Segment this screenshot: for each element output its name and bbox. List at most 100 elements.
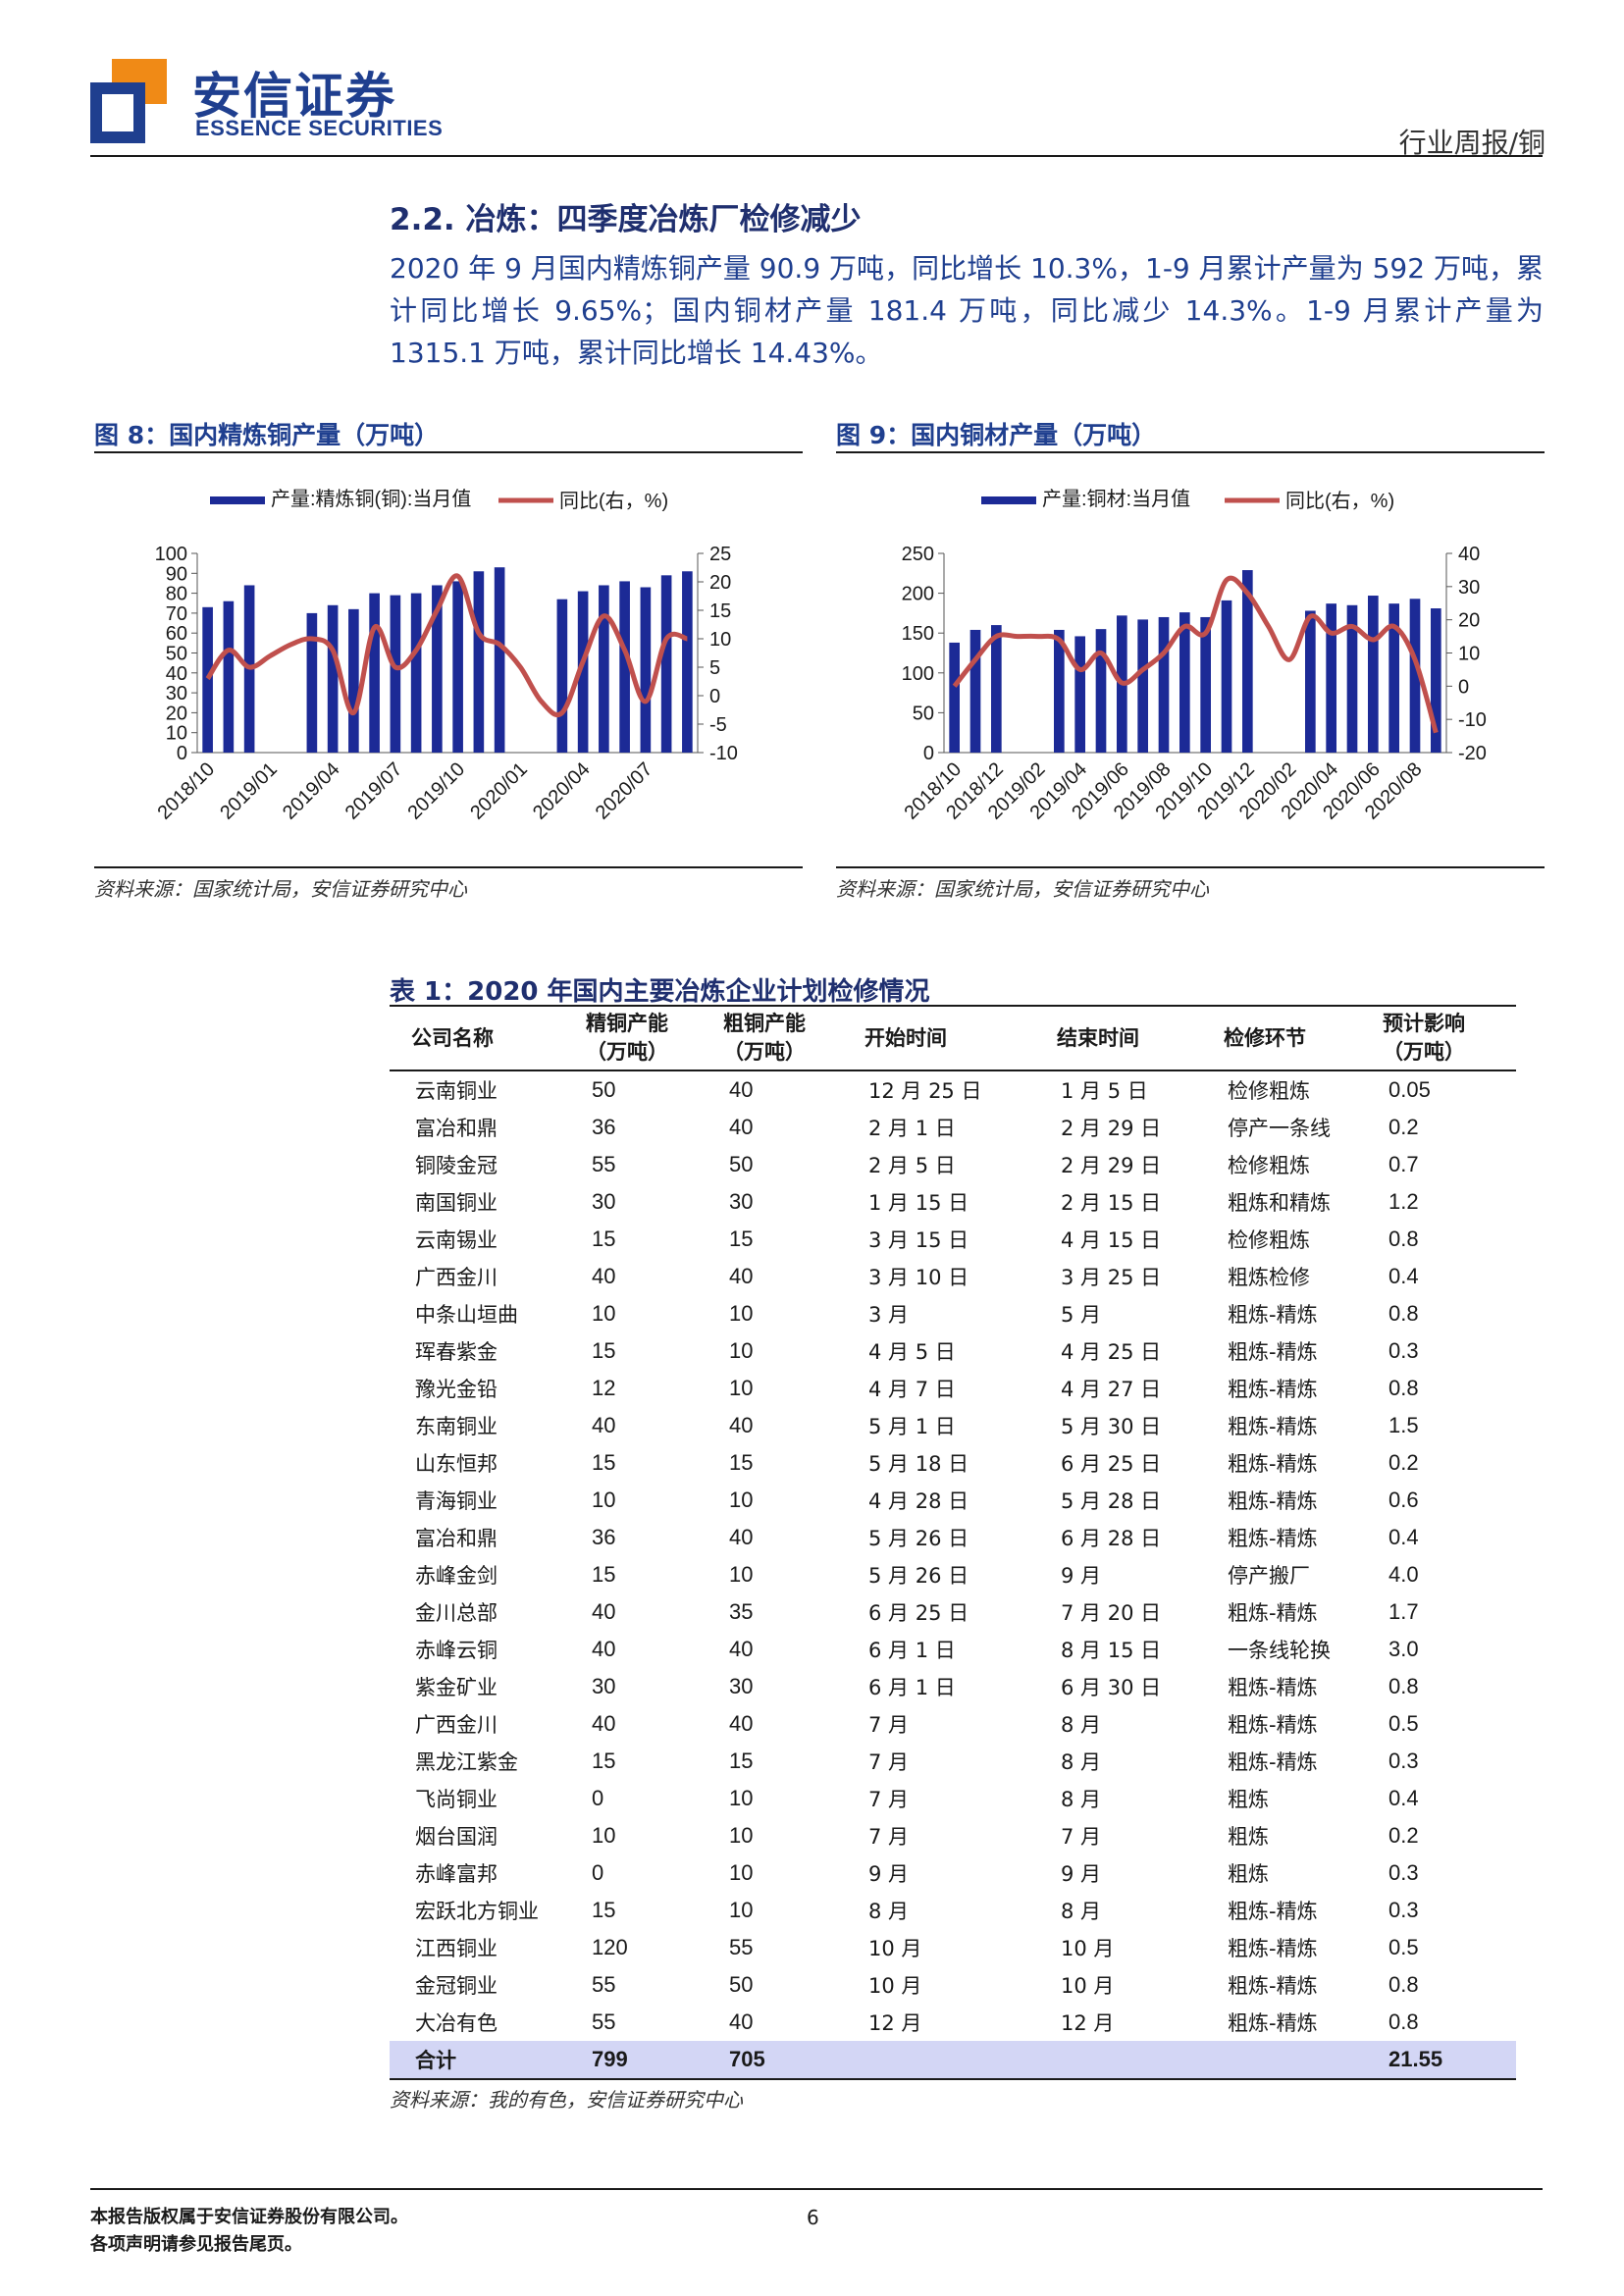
- table-cell: 粗炼-精炼: [1228, 1601, 1318, 1625]
- bar: [599, 585, 609, 753]
- bar: [452, 581, 463, 753]
- table-row: 富冶和鼎 36 40 2 月 1 日 2 月 29 日 停产一条线 0.2: [390, 1109, 1516, 1146]
- footer-divider: [90, 2188, 1543, 2190]
- table-cell: 4 月 15 日: [1061, 1228, 1162, 1252]
- table-cell: 15: [729, 1748, 754, 1773]
- table-row: 紫金矿业 30 30 6 月 1 日 6 月 30 日 粗炼-精炼 0.8: [390, 1668, 1516, 1705]
- table-row: 南国铜业 30 30 1 月 15 日 2 月 15 日 粗炼和精炼 1.2: [390, 1183, 1516, 1221]
- table-cell: 粗炼-精炼: [1228, 1676, 1318, 1699]
- table-cell: 5 月 1 日: [868, 1415, 956, 1438]
- yoy-line: [952, 575, 1439, 734]
- y-left-tick-label: 20: [166, 703, 187, 724]
- table-row: 青海铜业 10 10 4 月 28 日 5 月 28 日 粗炼-精炼 0.6: [390, 1482, 1516, 1519]
- y-right-tick-label: 10: [1458, 644, 1480, 665]
- legend-bar-label: 产量:铜材:当月值: [1042, 488, 1190, 510]
- table-cell: 检修粗炼: [1228, 1079, 1310, 1103]
- table-total-cell: 705: [709, 2041, 843, 2080]
- company-logo: [90, 59, 169, 143]
- footer-copyright-line-1: 本报告版权属于安信证券股份有限公司。: [90, 2207, 408, 2227]
- bar: [327, 604, 339, 753]
- table-cell: 4.0: [1388, 1562, 1419, 1587]
- table-cell: 粗炼-精炼: [1228, 1527, 1318, 1550]
- bar: [1242, 570, 1253, 753]
- table-cell: 5 月 18 日: [868, 1452, 969, 1476]
- bar: [556, 599, 568, 753]
- table-cell: 0.8: [1388, 2009, 1419, 2034]
- table-cell: 0: [592, 1786, 604, 1810]
- table-cell: 粗炼-精炼: [1228, 1900, 1318, 1923]
- bar: [1054, 629, 1065, 753]
- table-cell: 10 月: [1061, 1974, 1115, 1998]
- table-cell: 15: [592, 1338, 616, 1363]
- bar: [660, 575, 672, 753]
- table-total-cell: 合计: [390, 2041, 572, 2080]
- y-left-tick-label: 50: [913, 703, 934, 724]
- table-cell: 10: [729, 1301, 754, 1326]
- table-cell: 15: [592, 1450, 616, 1475]
- table-total-cell: 21.55: [1369, 2041, 1516, 2080]
- table-cell: 南国铜业: [415, 1191, 498, 1215]
- table-cell: 0.3: [1388, 1338, 1419, 1363]
- table-cell: 15: [592, 1562, 616, 1587]
- table-cell: 东南铜业: [415, 1415, 498, 1438]
- table-cell: 7 月: [868, 1825, 910, 1849]
- table-cell: 40: [592, 1599, 616, 1624]
- y-right-tick-label: 15: [709, 600, 731, 622]
- copper-products-output-chart: 产量:铜材:当月值 同比(右，%)250200150100500403020100…: [836, 453, 1545, 865]
- table-cell: 10: [729, 1376, 754, 1400]
- table-cell: 富冶和鼎: [415, 1117, 498, 1140]
- bar: [306, 612, 318, 753]
- table-cell: 青海铜业: [415, 1489, 498, 1513]
- table-cell: 0.3: [1388, 1748, 1419, 1773]
- y-left-tick-label: 50: [166, 644, 187, 665]
- y-right-tick-label: 25: [709, 544, 731, 565]
- table-cell: 0.8: [1388, 1972, 1419, 1997]
- y-left-tick-label: 60: [166, 623, 187, 645]
- x-tick-label: 2019/07: [341, 758, 407, 824]
- table-cell: 40: [729, 2009, 754, 2034]
- table-cell: 40: [729, 1264, 754, 1288]
- table-cell: 宏跃北方铜业: [415, 1900, 539, 1923]
- table-cell: 15: [729, 1226, 754, 1251]
- y-left-tick-label: 40: [166, 663, 187, 685]
- y-right-tick-label: 0: [709, 686, 720, 707]
- table-cell: 粗炼: [1228, 1825, 1269, 1849]
- table-cell: 粗炼-精炼: [1228, 1937, 1318, 1960]
- table-cell: 3 月 10 日: [868, 1266, 969, 1289]
- bar: [202, 606, 213, 753]
- brand-name-cn: 安信证券: [192, 68, 396, 125]
- y-left-tick-label: 250: [902, 544, 934, 565]
- table-cell: 50: [729, 1152, 754, 1176]
- table-cell: 6 月 25 日: [1061, 1452, 1162, 1476]
- table-cell: 豫光金铅: [415, 1378, 498, 1401]
- table-cell: 0.8: [1388, 1674, 1419, 1698]
- bar: [682, 571, 693, 753]
- table-cell: 赤峰金剑: [415, 1564, 498, 1588]
- table-cell: 广西金川: [415, 1713, 498, 1737]
- table-cell: 15: [592, 1226, 616, 1251]
- bar: [1388, 603, 1399, 753]
- table-header-cell: 结束时间: [1035, 1005, 1202, 1071]
- table-title: 表 1：2020 年国内主要冶炼企业计划检修情况: [390, 977, 930, 1007]
- header-divider: [90, 155, 1543, 157]
- figure-9-bottom-rule: [836, 866, 1545, 868]
- table-cell: 55: [592, 1972, 616, 1997]
- table-cell: 6 月 1 日: [868, 1639, 956, 1662]
- legend-bar-swatch: [210, 496, 265, 504]
- table-cell: 7 月: [868, 1750, 910, 1774]
- y-left-tick-label: 100: [902, 663, 934, 685]
- table-cell: 10: [729, 1786, 754, 1810]
- table-cell: 0.2: [1388, 1450, 1419, 1475]
- legend-bar-label: 产量:精炼铜(铜):当月值: [271, 488, 471, 510]
- table-cell: 10: [729, 1487, 754, 1512]
- y-right-tick-label: 0: [1458, 676, 1469, 698]
- table-header-cell: 公司名称: [390, 1005, 572, 1071]
- table-cell: 黑龙江紫金: [415, 1750, 518, 1774]
- table-cell: 富冶和鼎: [415, 1527, 498, 1550]
- table-cell: 35: [729, 1599, 754, 1624]
- table-cell: 30: [729, 1674, 754, 1698]
- figure-8-top-rule: [94, 451, 803, 453]
- table-cell: 1.5: [1388, 1413, 1419, 1437]
- table-row: 中条山垣曲 10 10 3 月 5 月 粗炼-精炼 0.8: [390, 1295, 1516, 1332]
- table-cell: 7 月: [868, 1788, 910, 1811]
